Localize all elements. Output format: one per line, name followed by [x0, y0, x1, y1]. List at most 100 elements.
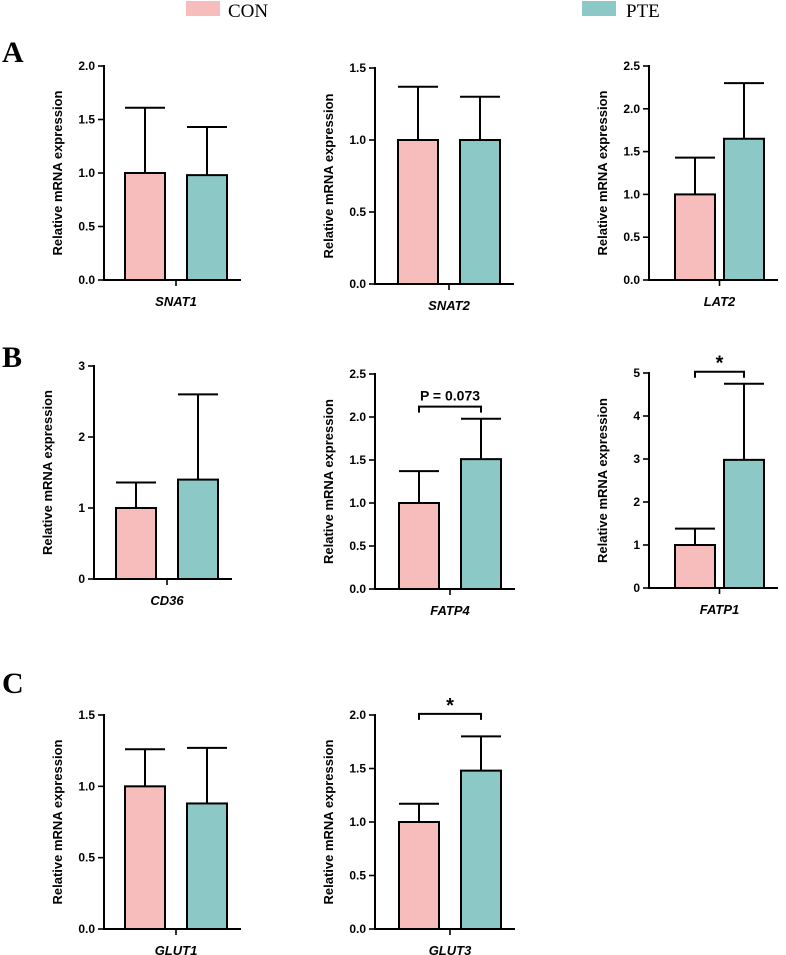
- significance-label: P = 0.073: [420, 388, 480, 404]
- y-tick-label: 0: [633, 581, 640, 595]
- y-axis-label: Relative mRNA expression: [50, 90, 65, 255]
- y-tick-label: 0.5: [349, 205, 366, 219]
- y-tick-label: 0: [78, 572, 85, 586]
- bar-pte: [723, 458, 765, 589]
- x-axis-label: SNAT2: [428, 298, 470, 313]
- significance-bracket: [694, 370, 745, 378]
- y-tick-label: 0.0: [349, 582, 366, 596]
- y-tick-label: 0.0: [349, 277, 366, 291]
- y-tick-label: 1.0: [349, 133, 366, 147]
- y-tick-label: 2.0: [623, 102, 640, 116]
- y-tick-label: 0.5: [349, 869, 366, 883]
- y-tick-label: 1: [633, 538, 640, 552]
- y-tick-label: 1.5: [78, 113, 95, 127]
- y-tick-label: 0.5: [78, 220, 95, 234]
- bar-pte: [723, 137, 765, 281]
- error-bar-pte: [187, 746, 227, 804]
- error-bar-pte: [460, 95, 500, 140]
- legend-swatch-con: [186, 1, 220, 16]
- y-tick-label: 3: [78, 359, 85, 373]
- chart-lat2: 0.0 0.5 1.0 1.5 2.0 2.5 Relative mRNA expressi…: [595, 59, 778, 309]
- y-tick-label: 1.5: [349, 61, 366, 75]
- significance-label: *: [446, 695, 454, 717]
- y-axis-label: Relative mRNA expression: [321, 93, 336, 258]
- bar-pte: [177, 478, 219, 581]
- y-tick-label: 2.0: [78, 59, 95, 73]
- y-tick-label: 1: [78, 501, 85, 515]
- error-bar-pte: [187, 125, 227, 176]
- x-axis-label: CD36: [150, 593, 184, 608]
- y-tick-label: 1.0: [349, 815, 366, 829]
- y-tick-label: 1.0: [623, 187, 640, 201]
- y-tick-label: 0.5: [349, 539, 366, 553]
- error-bar-con: [398, 85, 438, 140]
- x-axis-label: LAT2: [704, 294, 736, 309]
- legend: CON PTE: [186, 1, 660, 22]
- y-tick-label: 2.0: [349, 410, 366, 424]
- bar-pte: [459, 139, 501, 285]
- error-bar-con: [675, 527, 715, 545]
- y-tick-label: 5: [633, 366, 640, 380]
- y-tick-label: 2.5: [623, 59, 640, 73]
- y-tick-label: 4: [633, 409, 640, 423]
- bar-con: [124, 172, 166, 281]
- y-tick-label: 0.0: [78, 273, 95, 287]
- y-axis-label: Relative mRNA expression: [50, 739, 65, 904]
- x-axis-label: GLUT1: [155, 943, 198, 955]
- significance-bracket: [418, 405, 482, 413]
- chart-snat2: 0.0 0.5 1.0 1.5 Relative mRNA expression SNAT…: [321, 61, 514, 313]
- panel-letter-b: B: [2, 341, 22, 374]
- y-tick-label: 1.5: [78, 708, 95, 722]
- y-axis-label: Relative mRNA expression: [321, 399, 336, 564]
- bar-con: [674, 193, 716, 281]
- y-axis-label: Relative mRNA expression: [321, 739, 336, 904]
- error-bar-con: [125, 748, 165, 787]
- y-tick-label: 0.0: [623, 273, 640, 287]
- legend-label-pte: PTE: [626, 1, 660, 22]
- error-bar-con: [675, 156, 715, 195]
- error-bar-pte: [461, 417, 501, 460]
- error-bar-pte: [724, 382, 764, 460]
- chart-glut3: 0.0 0.5 1.0 1.5 2.0 Relative mRNA expression G…: [321, 695, 515, 955]
- error-bar-pte: [178, 393, 218, 480]
- bar-con: [397, 139, 439, 285]
- bar-pte: [460, 458, 502, 591]
- y-axis-label: Relative mRNA expression: [595, 90, 610, 255]
- bar-con: [674, 544, 716, 589]
- y-tick-label: 3: [633, 452, 640, 466]
- y-axis-label: Relative mRNA expression: [595, 398, 610, 563]
- y-tick-label: 0.0: [78, 922, 95, 936]
- bar-pte: [460, 769, 502, 931]
- y-tick-label: 2.0: [349, 708, 366, 722]
- panel-letter-a: A: [2, 36, 24, 69]
- legend-label-con: CON: [228, 1, 268, 22]
- significance-bracket: [418, 712, 482, 720]
- error-bar-pte: [724, 82, 764, 139]
- chart-fatp1: 0 1 2 3 4 5 Relative mRNA expression FATP1 *: [595, 353, 778, 617]
- y-tick-label: 1.5: [349, 453, 366, 467]
- y-tick-label: 1.5: [623, 145, 640, 159]
- error-bar-pte: [461, 735, 501, 771]
- y-tick-label: 2.5: [349, 367, 366, 381]
- error-bar-con: [125, 106, 165, 173]
- y-tick-label: 0.5: [623, 230, 640, 244]
- significance-label: *: [716, 353, 724, 375]
- bar-pte: [186, 802, 228, 930]
- y-tick-label: 2: [633, 495, 640, 509]
- y-tick-label: 1.0: [349, 496, 366, 510]
- chart-fatp4: 0.0 0.5 1.0 1.5 2.0 2.5 Relative mRNA expressi…: [321, 367, 515, 618]
- legend-swatch-pte: [582, 1, 616, 16]
- bar-con: [398, 821, 440, 930]
- x-axis-label: FATP1: [700, 602, 740, 617]
- y-tick-label: 0.5: [78, 851, 95, 865]
- bar-con: [115, 507, 157, 580]
- chart-cd36: 0 1 2 3 Relative mRNA expression CD36: [40, 359, 232, 608]
- chart-snat1: 0.0 0.5 1.0 1.5 2.0 Relative mRNA expression S…: [50, 59, 241, 309]
- y-tick-label: 1.0: [78, 779, 95, 793]
- error-bar-con: [399, 802, 439, 822]
- bar-con: [398, 502, 440, 590]
- error-bar-con: [116, 481, 156, 508]
- x-axis-label: GLUT3: [429, 943, 472, 955]
- charts: 0.0 0.5 1.0 1.5 2.0 Relative mRNA expression S…: [40, 59, 778, 955]
